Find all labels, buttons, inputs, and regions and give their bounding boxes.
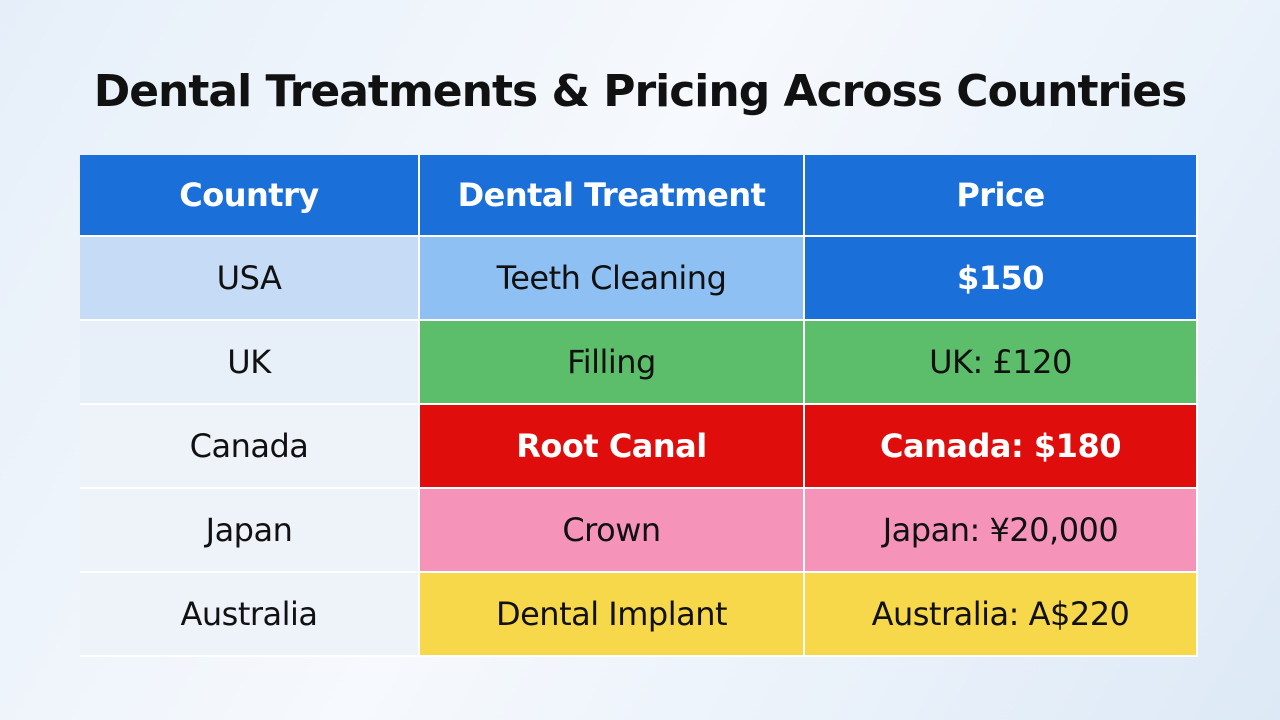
- table-cell: Teeth Cleaning: [420, 237, 805, 321]
- title: Dental Treatments & Pricing Across Count…: [93, 66, 1188, 117]
- table-cell: Filling: [420, 321, 805, 405]
- column-header: Country: [80, 155, 420, 237]
- table-cell: Australia: [80, 573, 420, 657]
- table-cell: UK: [80, 321, 420, 405]
- table-cell: Dental Implant: [420, 573, 805, 657]
- table-cell: Japan: [80, 489, 420, 573]
- table-cell: Canada: $180: [805, 405, 1198, 489]
- column-header: Dental Treatment: [420, 155, 805, 237]
- table-cell: Canada: [80, 405, 420, 489]
- table-cell: $150: [805, 237, 1198, 321]
- pricing-table: Country Dental Treatment Price USA Teeth Cle…: [80, 155, 1198, 657]
- table-cell: Australia: A$220: [805, 573, 1198, 657]
- table-cell: UK: £120: [805, 321, 1198, 405]
- column-header: Price: [805, 155, 1198, 237]
- table-cell: USA: [80, 237, 420, 321]
- table-cell: Crown: [420, 489, 805, 573]
- table-cell: Root Canal: [420, 405, 805, 489]
- table-cell: Japan: ¥20,000: [805, 489, 1198, 573]
